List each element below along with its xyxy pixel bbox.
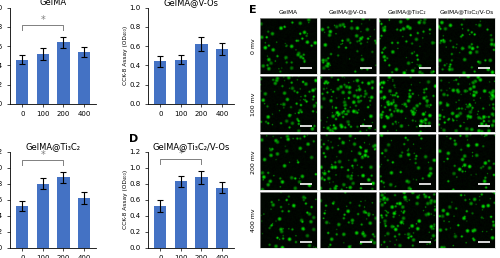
Bar	[154, 61, 166, 104]
Text: GelMA@V-Os: GelMA@V-Os	[328, 10, 367, 15]
Bar	[57, 42, 70, 104]
Text: D: D	[129, 134, 138, 144]
Bar	[216, 49, 228, 104]
Y-axis label: CCK-8 Assay (OD₄₀₀): CCK-8 Assay (OD₄₀₀)	[122, 170, 128, 229]
Title: GelMA: GelMA	[40, 0, 66, 7]
Bar	[154, 206, 166, 248]
Bar	[57, 177, 70, 248]
Text: GelMA@Ti₃C₂: GelMA@Ti₃C₂	[388, 10, 426, 15]
Bar	[78, 198, 90, 248]
Bar	[36, 54, 49, 104]
Text: GelMA: GelMA	[279, 10, 298, 15]
Bar	[174, 181, 187, 248]
Bar	[78, 52, 90, 104]
Bar	[195, 44, 207, 104]
Text: 200 mv: 200 mv	[251, 150, 256, 174]
Text: GelMA@Ti₃C₂/V-Os: GelMA@Ti₃C₂/V-Os	[440, 10, 494, 15]
Y-axis label: CCK-8 Assay (OD₄₀₀): CCK-8 Assay (OD₄₀₀)	[122, 26, 128, 85]
Bar	[195, 177, 207, 248]
Text: 400 mv: 400 mv	[251, 208, 256, 232]
Text: 100 mv: 100 mv	[251, 92, 256, 116]
Bar	[36, 184, 49, 248]
Bar	[174, 60, 187, 104]
Title: GelMA@Ti₃C₂/V-Os: GelMA@Ti₃C₂/V-Os	[152, 142, 230, 151]
Bar	[216, 188, 228, 248]
Text: *: *	[178, 149, 183, 159]
Text: *: *	[40, 150, 45, 160]
Text: E: E	[249, 5, 256, 15]
Text: 0 mv: 0 mv	[251, 38, 256, 54]
Bar	[16, 60, 28, 104]
Text: *: *	[40, 14, 45, 25]
Title: GelMA@V-Os: GelMA@V-Os	[164, 0, 218, 7]
Title: GelMA@Ti₃C₂: GelMA@Ti₃C₂	[26, 142, 80, 151]
Bar	[16, 206, 28, 248]
